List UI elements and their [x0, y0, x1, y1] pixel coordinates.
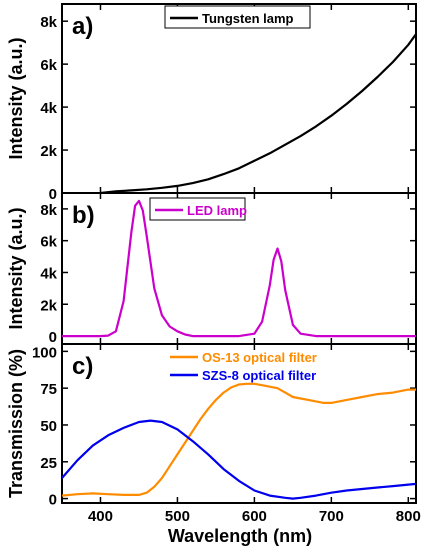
x-tick-label: 400 [88, 508, 113, 525]
panel-a-frame [61, 3, 417, 194]
panel-a-y-axis-title: Intensity (a.u.) [6, 37, 26, 159]
panel-b-y-tick-label: 0 [49, 329, 57, 346]
panel-a-y-tick-label: 0 [49, 186, 57, 203]
panel-a-legend-label: Tungsten lamp [202, 11, 294, 26]
panel-b-y-tick-label: 8k [40, 202, 57, 219]
x-axis-title: Wavelength (nm) [168, 526, 312, 546]
panel-a-legend-box [164, 5, 311, 29]
panel-a-series-0-line [100, 33, 417, 195]
panel-a-y-tick-label: 2k [40, 143, 57, 160]
panel-c-label: c) [72, 353, 93, 380]
panel-c-legend-label: OS-13 optical filter [202, 350, 317, 365]
panel-b-y-tick-label: 6k [40, 234, 57, 251]
panel-a-y-tick-label: 6k [40, 57, 57, 74]
panel-c: 0 25 50 75 100 OS-13 optical filter SZS-8 opti… [6, 343, 417, 509]
panel-c-frame [61, 343, 417, 504]
panel-c-series-1-line [61, 419, 417, 500]
panel-c-y-tick-label: 50 [40, 418, 57, 435]
panel-b-y-tick-label: 4k [40, 265, 57, 282]
panel-a-y-tick-label: 4k [40, 100, 57, 117]
x-tick-label: 600 [242, 508, 267, 525]
panel-c-y-tick-label: 0 [49, 492, 57, 509]
panel-a: 0 2k 4k 6k 8k Tungsten lamp a) Intensity (a.u.) [6, 3, 417, 203]
panel-b-y-axis-title: Intensity (a.u.) [6, 207, 26, 329]
panel-b-legend-box [149, 197, 246, 221]
panel-c-series-0-line [61, 382, 416, 497]
x-tick-label: 500 [165, 508, 190, 525]
panel-b-series-0-line [62, 199, 416, 338]
panel-a-label: a) [72, 13, 93, 40]
panel-c-y-tick-label: 100 [32, 344, 57, 361]
x-tick-label: 700 [319, 508, 344, 525]
x-tick-label: 800 [396, 508, 421, 525]
panel-c-y-tick-label: 25 [40, 455, 57, 472]
panel-b-legend-label: LED lamp [187, 203, 247, 218]
panel-a-y-tick-label: 8k [40, 14, 57, 31]
panel-c-y-tick-label: 75 [40, 381, 57, 398]
panel-c-y-axis-title: Transmission (%) [6, 349, 26, 498]
panel-b-y-tick-label: 2k [40, 297, 57, 314]
panel-b-label: b) [72, 202, 95, 229]
panel-c-legend-label: SZS-8 optical filter [202, 368, 316, 383]
panel-b: 0 2k 4k 6k 8k LED lamp b) Intensity (a.u.) [6, 192, 417, 346]
x-axis: 400 500 600 700 800 [88, 508, 421, 525]
